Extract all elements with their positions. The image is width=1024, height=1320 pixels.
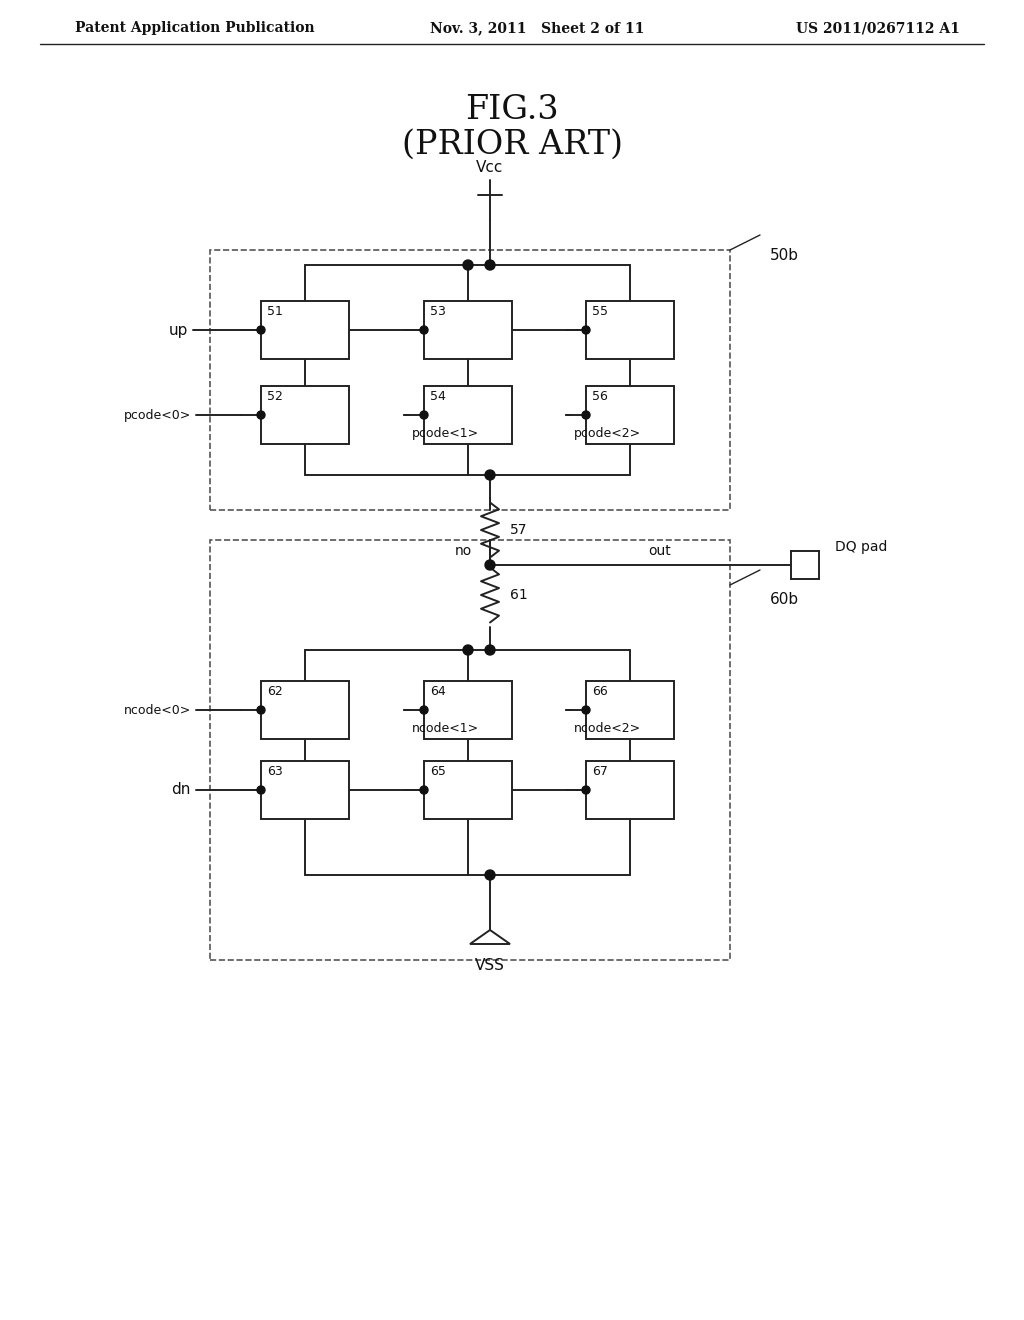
Bar: [586, 301, 674, 359]
Circle shape: [420, 326, 428, 334]
Text: 57: 57: [510, 523, 527, 537]
Text: VSS: VSS: [475, 957, 505, 973]
Circle shape: [485, 645, 495, 655]
Text: FIG.3: FIG.3: [465, 94, 559, 125]
Text: pcode<0>: pcode<0>: [124, 408, 191, 421]
Text: 65: 65: [430, 766, 445, 777]
Text: ncode<2>: ncode<2>: [574, 722, 641, 735]
Bar: [424, 681, 512, 739]
Bar: [586, 681, 674, 739]
Circle shape: [420, 706, 428, 714]
Circle shape: [463, 260, 473, 271]
Text: 56: 56: [592, 389, 608, 403]
Bar: [210, 249, 730, 510]
Circle shape: [485, 870, 495, 880]
Text: 50b: 50b: [770, 248, 799, 263]
Bar: [261, 385, 349, 444]
Circle shape: [257, 326, 265, 334]
Text: 52: 52: [267, 389, 283, 403]
Bar: [261, 762, 349, 818]
Text: Patent Application Publication: Patent Application Publication: [75, 21, 314, 36]
Circle shape: [257, 785, 265, 795]
Text: 51: 51: [267, 305, 283, 318]
Bar: [424, 301, 512, 359]
Circle shape: [485, 560, 495, 570]
Circle shape: [582, 411, 590, 418]
Text: Nov. 3, 2011   Sheet 2 of 11: Nov. 3, 2011 Sheet 2 of 11: [430, 21, 644, 36]
Text: 66: 66: [592, 685, 608, 698]
Circle shape: [582, 706, 590, 714]
Text: 67: 67: [592, 766, 608, 777]
Text: 53: 53: [430, 305, 445, 318]
Bar: [424, 762, 512, 818]
Bar: [261, 301, 349, 359]
Text: 63: 63: [267, 766, 283, 777]
Circle shape: [485, 470, 495, 480]
Text: dn: dn: [172, 783, 191, 797]
Circle shape: [420, 785, 428, 795]
Text: ncode<0>: ncode<0>: [124, 704, 191, 717]
Text: up: up: [169, 322, 188, 338]
Text: DQ pad: DQ pad: [835, 540, 888, 554]
Text: 61: 61: [510, 587, 527, 602]
Text: Vcc: Vcc: [476, 161, 504, 176]
Text: 62: 62: [267, 685, 283, 698]
Text: 64: 64: [430, 685, 445, 698]
Circle shape: [257, 411, 265, 418]
Text: 54: 54: [430, 389, 445, 403]
Text: pcode<1>: pcode<1>: [412, 426, 479, 440]
Text: out: out: [648, 544, 672, 558]
Text: ncode<1>: ncode<1>: [412, 722, 479, 735]
Bar: [210, 540, 730, 960]
Text: 55: 55: [592, 305, 608, 318]
Circle shape: [582, 326, 590, 334]
Bar: [261, 681, 349, 739]
Bar: [424, 385, 512, 444]
Circle shape: [420, 411, 428, 418]
Text: US 2011/0267112 A1: US 2011/0267112 A1: [796, 21, 961, 36]
Bar: [586, 385, 674, 444]
Text: no: no: [455, 544, 472, 558]
Text: pcode<2>: pcode<2>: [574, 426, 641, 440]
Bar: [586, 762, 674, 818]
Text: 60b: 60b: [770, 593, 799, 607]
Bar: [791, 550, 819, 579]
Circle shape: [463, 645, 473, 655]
Circle shape: [582, 785, 590, 795]
Circle shape: [257, 706, 265, 714]
Text: (PRIOR ART): (PRIOR ART): [401, 129, 623, 161]
Circle shape: [485, 260, 495, 271]
